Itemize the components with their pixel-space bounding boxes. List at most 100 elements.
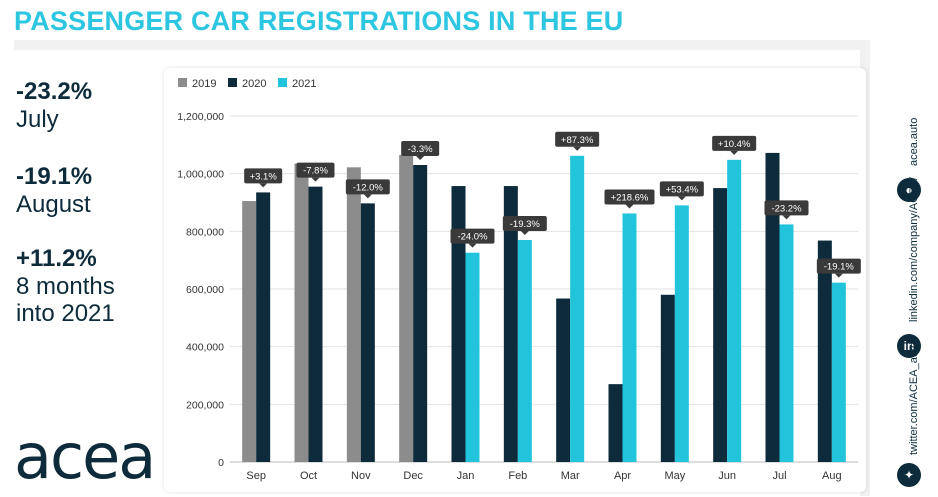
bar-2021-Apr	[622, 213, 637, 462]
x-tick-label: Sep	[246, 470, 266, 482]
change-label-box	[401, 141, 440, 157]
x-tick-label: Aug	[822, 470, 842, 482]
stat-ytd-label: 8 months into 2021	[16, 273, 115, 327]
y-tick-label: 1,200,000	[177, 111, 224, 123]
bar-2020-Apr	[608, 384, 623, 462]
change-label: +3.1%	[250, 171, 278, 182]
y-tick-label: 0	[218, 457, 224, 469]
stat-july: -23.2% July	[16, 78, 92, 133]
bar-2020-Jun	[713, 188, 728, 462]
x-tick-label: Feb	[508, 470, 527, 482]
change-label: +87.3%	[561, 135, 594, 146]
change-label-pointer	[730, 150, 739, 155]
bar-2020-May	[660, 294, 675, 462]
chart-title: PASSENGER CAR REGISTRATIONS IN THE EU	[14, 6, 624, 36]
change-label-pointer	[363, 194, 372, 199]
change-label: -12.0%	[353, 182, 384, 193]
globe-icon[interactable]: ●	[897, 178, 921, 202]
change-label-box	[604, 189, 655, 205]
bar-2021-May	[674, 205, 689, 462]
x-tick-label: Oct	[300, 470, 317, 482]
stat-august-label: August	[16, 191, 91, 218]
bar-2021-Aug	[831, 282, 846, 462]
change-label-pointer	[259, 183, 268, 188]
y-tick-label: 400,000	[186, 342, 224, 354]
bar-2019-Oct	[294, 163, 309, 462]
stat-august-value: -19.1%	[16, 163, 93, 190]
frame-top	[14, 40, 870, 50]
change-label-box	[659, 181, 704, 197]
change-label-pointer	[468, 243, 477, 248]
stat-august: -19.1% August	[16, 163, 92, 218]
stat-ytd: +11.2% 8 months into 2021	[16, 245, 136, 327]
change-label: -19.1%	[824, 262, 855, 273]
change-label-box	[244, 168, 283, 184]
change-label: +53.4%	[666, 184, 699, 195]
twitter-link[interactable]: twitter.com/ACEA_auto	[908, 341, 920, 455]
change-label-pointer	[625, 204, 634, 209]
bar-2021-Jul	[779, 224, 794, 462]
x-tick-label: Nov	[351, 470, 371, 482]
change-label: +218.6%	[611, 192, 649, 203]
x-tick-label: Dec	[403, 470, 423, 482]
change-label-pointer	[520, 230, 529, 235]
x-tick-label: May	[664, 470, 685, 482]
y-tick-label: 600,000	[186, 284, 224, 296]
x-tick-label: Mar	[561, 470, 580, 482]
y-tick-label: 200,000	[186, 399, 224, 411]
change-label-pointer	[416, 156, 425, 161]
change-label-pointer	[834, 273, 843, 278]
bar-2020-Aug	[817, 240, 832, 462]
bar-2020-Feb	[503, 186, 518, 462]
bar-2019-Sep	[242, 201, 257, 462]
stat-july-value: -23.2%	[16, 78, 93, 105]
linkedin-link[interactable]: linkedin.com/company/ACEA/	[908, 177, 920, 322]
bar-2021-Feb	[517, 239, 532, 462]
legend-swatch-2020	[228, 78, 237, 87]
change-label-pointer	[782, 215, 791, 220]
x-tick-label: Jun	[718, 470, 736, 482]
change-label: +10.4%	[718, 139, 751, 150]
chart-panel: 2019 2020 2021 0 200,000 400,000 600,000 800,00…	[164, 68, 866, 492]
web-link[interactable]: acea.auto	[908, 117, 920, 166]
change-label-box	[345, 179, 390, 195]
change-label-box	[712, 135, 757, 151]
change-label: -19.3%	[510, 219, 541, 230]
x-tick-label: Jul	[772, 470, 786, 482]
twitter-icon[interactable]: ✦	[897, 463, 921, 487]
bar-2020-Mar	[556, 298, 571, 462]
bar-2020-Sep	[256, 192, 271, 462]
legend-label-2019: 2019	[192, 78, 216, 90]
bar-2021-Mar	[570, 155, 585, 462]
stat-july-label: July	[16, 106, 59, 133]
change-label-box	[555, 131, 600, 147]
x-tick-label: Apr	[614, 470, 631, 482]
change-label: -24.0%	[457, 232, 488, 243]
bar-2021-Jun	[727, 159, 742, 462]
legend-swatch-2021	[278, 78, 287, 87]
legend-label-2021: 2021	[292, 78, 316, 90]
linkedin-icon[interactable]: in	[897, 334, 921, 358]
x-tick-label: Jan	[457, 470, 475, 482]
change-label-box	[764, 200, 809, 216]
change-label-box	[450, 228, 495, 244]
change-label-box	[296, 162, 335, 178]
change-label: -7.8%	[303, 166, 328, 177]
bar-2020-Jul	[765, 152, 780, 462]
bar-2020-Oct	[308, 186, 323, 462]
change-label-pointer	[311, 177, 320, 182]
change-label-box	[502, 215, 547, 231]
change-label: -3.3%	[408, 144, 433, 155]
y-tick-label: 1,000,000	[177, 169, 224, 181]
bar-2020-Jan	[451, 186, 466, 462]
change-label: -23.2%	[771, 203, 802, 214]
change-label-pointer	[573, 146, 582, 151]
bar-2021-Jan	[465, 252, 480, 462]
change-label-box	[816, 258, 861, 274]
change-label-pointer	[677, 196, 686, 201]
bar-2020-Dec	[413, 165, 428, 462]
stat-ytd-value: +11.2%	[16, 245, 97, 272]
legend-swatch-2019	[178, 78, 187, 87]
bar-2020-Nov	[360, 203, 375, 463]
legend-label-2020: 2020	[242, 78, 266, 90]
